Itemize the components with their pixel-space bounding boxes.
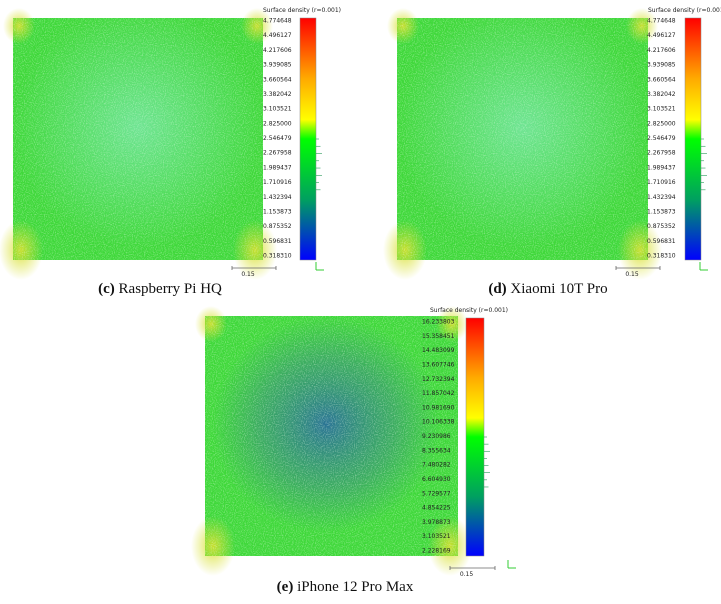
- colorbar-tick-label: 8.355634: [422, 447, 451, 454]
- panel: Surface density (r=0.001) 4.774648 4.49612…: [383, 7, 721, 297]
- colorbar-tick-label: 2.825000: [263, 120, 292, 127]
- colorbar-tick-label: 0.875352: [263, 223, 292, 230]
- colorbar-tick-label: 1.710916: [263, 179, 292, 186]
- colorbar-tick-label: 1.153873: [263, 208, 292, 215]
- colorbar-tick-label: 0.875352: [647, 223, 676, 230]
- colorbar-tick-label: 1.432394: [647, 194, 676, 201]
- colorbar-tick-label: 15.358451: [422, 333, 455, 340]
- colorbar-tick-label: 4.217606: [647, 47, 676, 54]
- scale-bar-label: 0.15: [460, 571, 474, 578]
- colorbar-tick-label: 4.217606: [263, 47, 292, 54]
- speckle: [397, 18, 648, 260]
- colorbar-tick-label: 5.729577: [422, 490, 451, 497]
- caption: (c) Raspberry Pi HQ: [98, 281, 222, 297]
- colorbar-tick-label: 3.382042: [263, 91, 292, 98]
- colorbar-title: Surface density (r=0.001): [648, 7, 721, 14]
- colorbar-tick-label: 3.103521: [263, 106, 292, 113]
- caption: (d) Xiaomi 10T Pro: [488, 281, 607, 297]
- panel: Surface density (r=0.001) 4.774648 4.49612…: [0, 7, 341, 297]
- caption-label: (d): [488, 281, 506, 297]
- caption-label: (e): [277, 579, 294, 595]
- colorbar: [299, 17, 317, 261]
- colorbar-tick-label: 0.596831: [647, 238, 676, 245]
- colorbar-tick-label: 2.228169: [422, 548, 451, 555]
- panel: Surface density (r=0.001) 16.233803 15.358…: [191, 306, 516, 595]
- speckle: [205, 316, 458, 556]
- colorbar-tick-label: 1.989437: [647, 164, 676, 171]
- colorbar-tick-label: 12.732394: [422, 376, 455, 383]
- caption-label: (c): [98, 281, 115, 297]
- colorbar-tick-label: 4.496127: [263, 32, 292, 39]
- colorbar-tick-label: 0.318310: [263, 253, 292, 260]
- colorbar-tick-label: 0.318310: [647, 253, 676, 260]
- colorbar-tick-label: 4.774648: [263, 18, 292, 25]
- colorbar-tick-label: 16.233803: [422, 319, 455, 326]
- colorbar-tick-label: 14.483099: [422, 347, 455, 354]
- colorbar-tick-label: 3.660564: [263, 76, 292, 83]
- speckle: [13, 18, 263, 260]
- colorbar-tick-label: 10.981690: [422, 404, 455, 411]
- colorbar-tick-label: 11.857042: [422, 390, 455, 397]
- scale-bar-label: 0.15: [241, 271, 255, 278]
- scale-bar-label: 0.15: [625, 271, 639, 278]
- colorbar-tick-label: 3.103521: [647, 106, 676, 113]
- colorbar-tick-label: 4.774648: [647, 18, 676, 25]
- caption-text: Raspberry Pi HQ: [119, 281, 222, 297]
- colorbar-tick-label: 6.604930: [422, 476, 451, 483]
- colorbar-tick-label: 4.854225: [422, 505, 451, 512]
- colorbar-tick-label: 3.978873: [422, 519, 451, 526]
- colorbar-tick-label: 7.480282: [422, 462, 451, 469]
- colorbar-tick-label: 4.496127: [647, 32, 676, 39]
- caption-text: iPhone 12 Pro Max: [297, 579, 414, 595]
- colorbar: [465, 317, 485, 557]
- colorbar-title: Surface density (r=0.001): [263, 7, 341, 14]
- colorbar-tick-label: 2.267958: [647, 150, 676, 157]
- colorbar-tick-label: 3.382042: [647, 91, 676, 98]
- colorbar-tick-label: 3.939085: [263, 62, 292, 69]
- caption-text: Xiaomi 10T Pro: [510, 281, 607, 297]
- colorbar-tick-label: 1.153873: [647, 208, 676, 215]
- colorbar-tick-label: 13.607746: [422, 361, 455, 368]
- colorbar-tick-label: 1.432394: [263, 194, 292, 201]
- colorbar-title: Surface density (r=0.001): [430, 307, 508, 314]
- caption: (e) iPhone 12 Pro Max: [277, 579, 414, 595]
- colorbar: [684, 17, 702, 261]
- colorbar-tick-label: 0.596831: [263, 238, 292, 245]
- colorbar-tick-label: 9.230986: [422, 433, 451, 440]
- colorbar-tick-label: 3.103521: [422, 533, 451, 540]
- colorbar-tick-label: 2.267958: [263, 150, 292, 157]
- colorbar-tick-label: 2.546479: [647, 135, 676, 142]
- colorbar-tick-label: 3.939085: [647, 62, 676, 69]
- colorbar-tick-label: 2.825000: [647, 120, 676, 127]
- colorbar-tick-label: 2.546479: [263, 135, 292, 142]
- colorbar-tick-label: 1.989437: [263, 164, 292, 171]
- colorbar-tick-label: 1.710916: [647, 179, 676, 186]
- colorbar-tick-label: 10.106338: [422, 419, 455, 426]
- colorbar-tick-label: 3.660564: [647, 76, 676, 83]
